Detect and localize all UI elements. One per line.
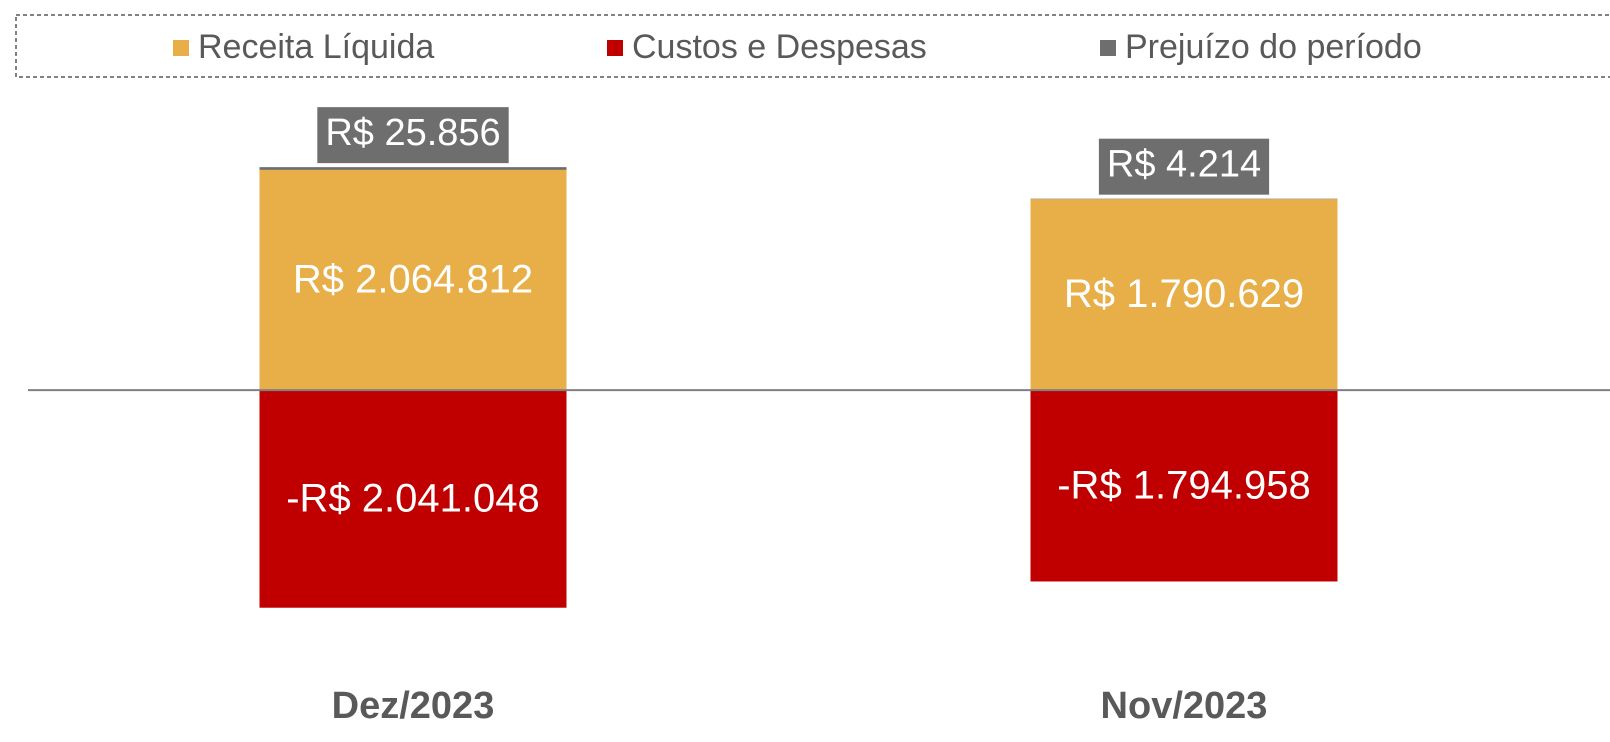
value-label: R$ 2.064.812 xyxy=(293,258,533,302)
x-tick-label: Nov/2023 xyxy=(1101,685,1268,727)
legend-label: Prejuízo do período xyxy=(1125,28,1422,66)
bar-segment xyxy=(259,167,567,170)
value-label: R$ 1.790.629 xyxy=(1064,272,1304,316)
bar-segment xyxy=(259,169,567,391)
value-label-box xyxy=(317,107,509,164)
legend-label: Custos e Despesas xyxy=(632,28,927,66)
legend-swatch xyxy=(607,40,623,56)
legend-swatch xyxy=(173,40,189,56)
bar-segment xyxy=(1030,390,1338,582)
value-label: R$ 4.214 xyxy=(1107,144,1261,186)
value-label: -R$ 1.794.958 xyxy=(1057,463,1311,507)
legend-swatch xyxy=(1100,40,1116,56)
value-label: R$ 25.856 xyxy=(325,112,500,154)
value-label: -R$ 2.041.048 xyxy=(286,476,540,520)
bar-segment xyxy=(1030,199,1338,391)
legend-box xyxy=(15,14,1610,78)
value-label-box xyxy=(1098,138,1270,195)
bar-segment xyxy=(259,390,567,608)
x-tick-label: Dez/2023 xyxy=(332,685,495,727)
legend-label: Receita Líquida xyxy=(198,28,434,66)
